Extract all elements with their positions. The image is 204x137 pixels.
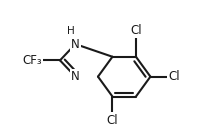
Text: N: N (71, 38, 79, 51)
Text: Cl: Cl (167, 70, 179, 83)
Text: H: H (67, 26, 74, 36)
Text: Cl: Cl (106, 114, 118, 127)
Text: CF₃: CF₃ (22, 54, 42, 67)
Text: N: N (71, 70, 79, 83)
Text: Cl: Cl (130, 24, 141, 37)
